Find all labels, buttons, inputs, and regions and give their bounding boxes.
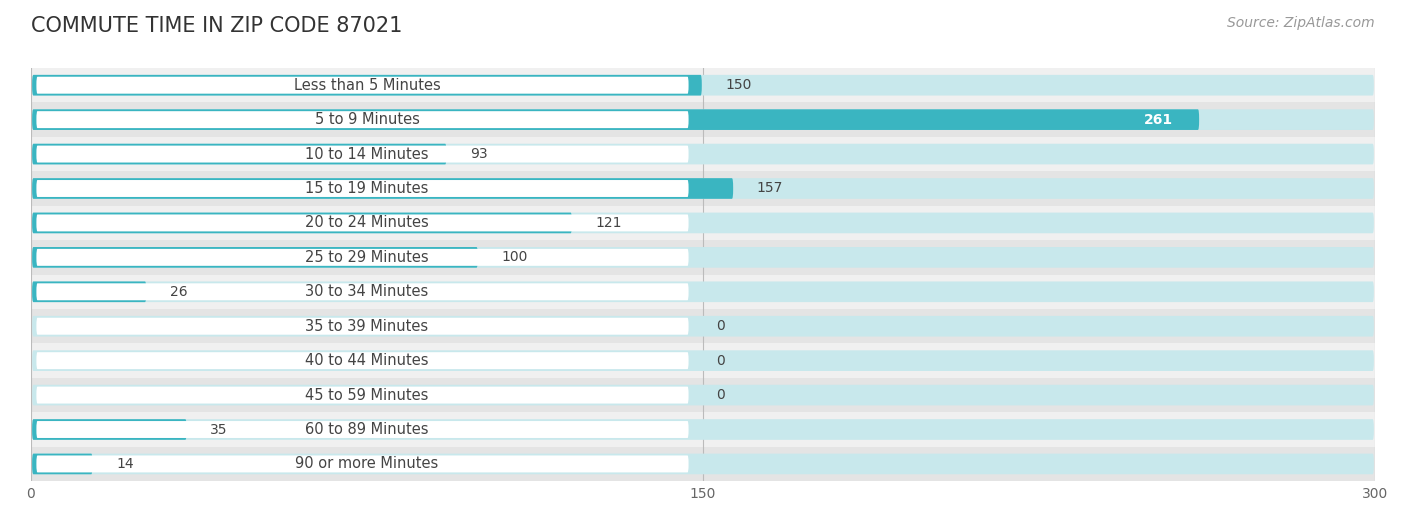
FancyBboxPatch shape [31, 275, 1375, 309]
FancyBboxPatch shape [31, 447, 1375, 481]
FancyBboxPatch shape [37, 386, 689, 404]
FancyBboxPatch shape [31, 378, 1375, 412]
FancyBboxPatch shape [31, 68, 1375, 103]
Text: 0: 0 [717, 354, 725, 368]
FancyBboxPatch shape [37, 145, 689, 163]
FancyBboxPatch shape [32, 178, 733, 199]
FancyBboxPatch shape [32, 144, 446, 164]
FancyBboxPatch shape [31, 309, 1375, 344]
Text: 35 to 39 Minutes: 35 to 39 Minutes [305, 319, 429, 334]
Text: 60 to 89 Minutes: 60 to 89 Minutes [305, 422, 429, 437]
Text: 14: 14 [117, 457, 134, 471]
FancyBboxPatch shape [37, 214, 689, 231]
Text: 35: 35 [209, 423, 228, 437]
FancyBboxPatch shape [32, 453, 93, 474]
FancyBboxPatch shape [37, 249, 689, 266]
FancyBboxPatch shape [37, 77, 689, 94]
Text: COMMUTE TIME IN ZIP CODE 87021: COMMUTE TIME IN ZIP CODE 87021 [31, 16, 402, 36]
FancyBboxPatch shape [32, 213, 572, 233]
Text: 157: 157 [756, 181, 783, 196]
Text: 261: 261 [1144, 112, 1174, 127]
Text: 30 to 34 Minutes: 30 to 34 Minutes [305, 285, 429, 299]
FancyBboxPatch shape [32, 144, 1374, 164]
Text: 121: 121 [596, 216, 621, 230]
FancyBboxPatch shape [32, 109, 1199, 130]
Text: 93: 93 [470, 147, 488, 161]
Text: 0: 0 [717, 319, 725, 333]
FancyBboxPatch shape [31, 103, 1375, 137]
FancyBboxPatch shape [32, 419, 1374, 440]
FancyBboxPatch shape [32, 419, 187, 440]
FancyBboxPatch shape [32, 453, 1374, 474]
FancyBboxPatch shape [31, 240, 1375, 275]
FancyBboxPatch shape [31, 172, 1375, 206]
FancyBboxPatch shape [37, 283, 689, 300]
Text: 15 to 19 Minutes: 15 to 19 Minutes [305, 181, 429, 196]
Text: 20 to 24 Minutes: 20 to 24 Minutes [305, 215, 429, 231]
FancyBboxPatch shape [31, 206, 1375, 240]
FancyBboxPatch shape [32, 213, 1374, 233]
FancyBboxPatch shape [32, 281, 1374, 302]
FancyBboxPatch shape [37, 180, 689, 197]
FancyBboxPatch shape [37, 111, 689, 128]
Text: 150: 150 [725, 78, 752, 92]
Text: Less than 5 Minutes: Less than 5 Minutes [294, 78, 440, 93]
FancyBboxPatch shape [32, 281, 146, 302]
FancyBboxPatch shape [32, 178, 1374, 199]
Text: 5 to 9 Minutes: 5 to 9 Minutes [315, 112, 419, 127]
Text: 25 to 29 Minutes: 25 to 29 Minutes [305, 250, 429, 265]
Text: 10 to 14 Minutes: 10 to 14 Minutes [305, 146, 429, 162]
FancyBboxPatch shape [32, 350, 1374, 371]
Text: 0: 0 [717, 388, 725, 402]
FancyBboxPatch shape [31, 344, 1375, 378]
FancyBboxPatch shape [37, 352, 689, 369]
FancyBboxPatch shape [32, 385, 1374, 405]
Text: Source: ZipAtlas.com: Source: ZipAtlas.com [1227, 16, 1375, 30]
FancyBboxPatch shape [31, 412, 1375, 447]
FancyBboxPatch shape [37, 318, 689, 335]
FancyBboxPatch shape [31, 137, 1375, 172]
FancyBboxPatch shape [37, 421, 689, 438]
Text: 100: 100 [502, 251, 527, 264]
Text: 45 to 59 Minutes: 45 to 59 Minutes [305, 388, 429, 403]
FancyBboxPatch shape [32, 75, 1374, 96]
FancyBboxPatch shape [32, 316, 1374, 337]
FancyBboxPatch shape [32, 109, 1374, 130]
Text: 90 or more Minutes: 90 or more Minutes [295, 457, 439, 471]
Text: 26: 26 [170, 285, 187, 299]
FancyBboxPatch shape [37, 456, 689, 472]
FancyBboxPatch shape [32, 247, 1374, 268]
FancyBboxPatch shape [32, 75, 702, 96]
Text: 40 to 44 Minutes: 40 to 44 Minutes [305, 353, 429, 368]
FancyBboxPatch shape [32, 247, 478, 268]
